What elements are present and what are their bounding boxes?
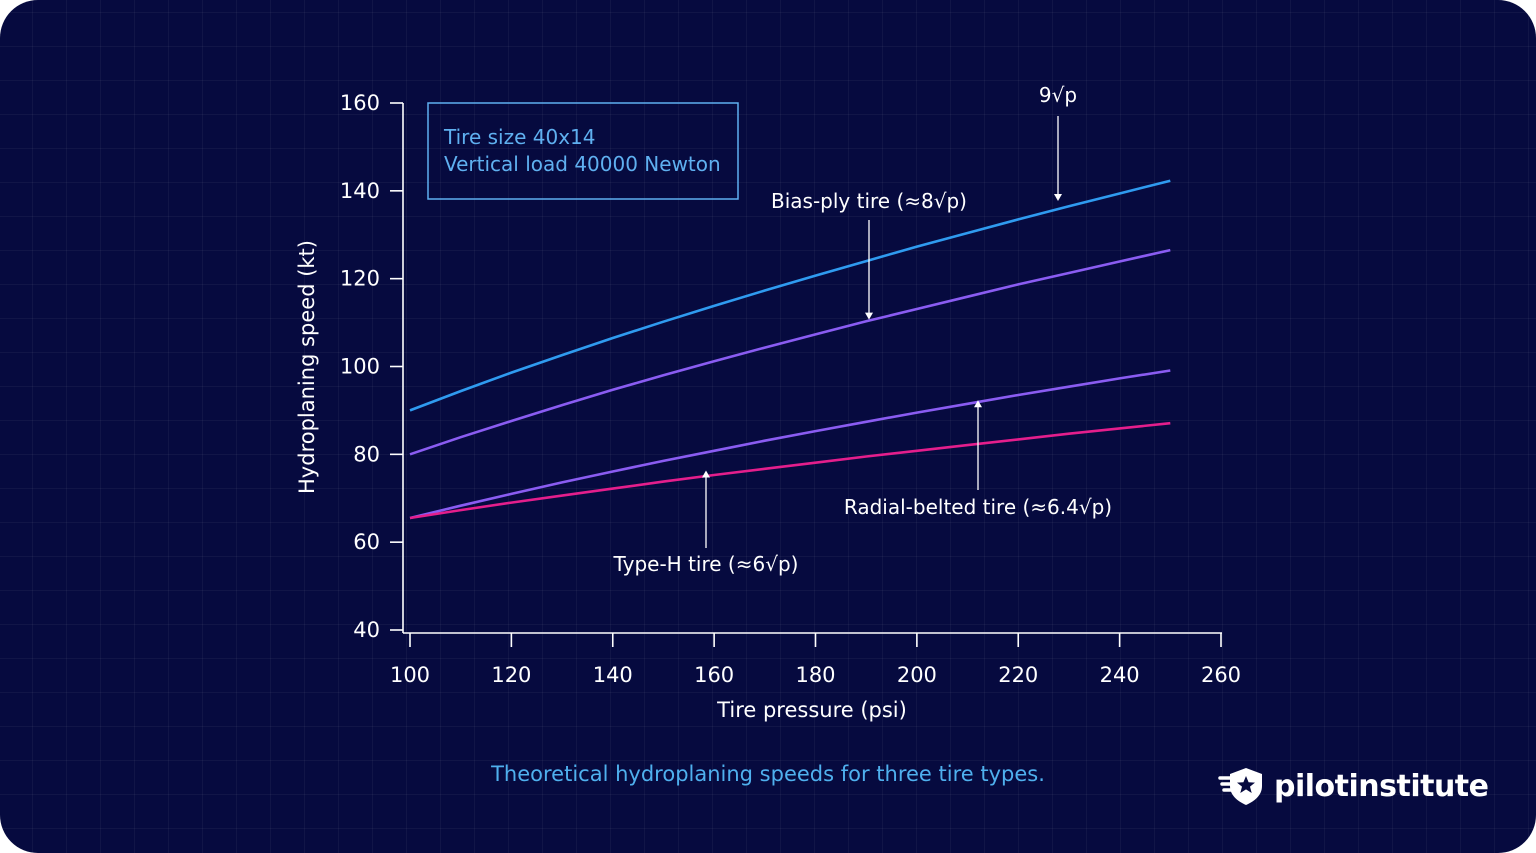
figure-caption: Theoretical hydroplaning speeds for thre… bbox=[491, 762, 1045, 786]
x-tick-label: 100 bbox=[390, 663, 430, 687]
y-tick-label: 60 bbox=[353, 530, 380, 554]
y-tick-label: 100 bbox=[340, 355, 380, 379]
series-line-2 bbox=[409, 248, 1171, 456]
y-tick-label: 120 bbox=[340, 267, 380, 291]
x-tick-label: 120 bbox=[491, 663, 531, 687]
info-box-border bbox=[427, 102, 739, 200]
annotation-arrowhead bbox=[974, 400, 982, 408]
x-tick-label: 140 bbox=[593, 663, 633, 687]
annotation-label: Radial-belted tire (≈6.4√p) bbox=[844, 495, 1112, 519]
annotation-arrowhead bbox=[1054, 194, 1062, 202]
annotations: 9√p Bias-ply tire (≈8√p) Radial-belted tir… bbox=[613, 83, 1113, 576]
annotation-arrowhead bbox=[702, 470, 710, 478]
info-box: Tire size 40x14 Vertical load 40000 Newt… bbox=[427, 102, 739, 200]
x-tick-label: 200 bbox=[897, 663, 937, 687]
annotation-label: 9√p bbox=[1039, 83, 1077, 107]
series-lines bbox=[409, 179, 1171, 520]
x-tick-label: 240 bbox=[1100, 663, 1140, 687]
series-line-1 bbox=[409, 179, 1171, 412]
x-axis-title: Tire pressure (psi) bbox=[716, 698, 907, 722]
brand-name: pilotinstitute bbox=[1274, 768, 1489, 804]
x-tick-label: 260 bbox=[1201, 663, 1241, 687]
axes: 40 60 80 100 120 140 160 100 120 140 160 180 200 220 2… bbox=[340, 91, 1241, 687]
x-tick-label: 180 bbox=[795, 663, 835, 687]
series-line-4 bbox=[409, 421, 1171, 520]
annotation-arrowhead bbox=[865, 312, 873, 320]
y-axis-title: Hydroplaning speed (kt) bbox=[295, 240, 319, 494]
info-box-line-2: Vertical load 40000 Newton bbox=[444, 152, 721, 176]
brand-logo: pilotinstitute bbox=[1218, 764, 1489, 808]
info-box-line-1: Tire size 40x14 bbox=[443, 125, 595, 149]
y-tick-label: 40 bbox=[353, 618, 380, 642]
annotation-label: Type-H tire (≈6√p) bbox=[613, 552, 799, 576]
x-tick-label: 220 bbox=[998, 663, 1038, 687]
y-tick-label: 160 bbox=[340, 91, 380, 115]
shield-star-wings-icon bbox=[1218, 768, 1262, 805]
annotation-label: Bias-ply tire (≈8√p) bbox=[771, 189, 967, 213]
y-tick-label: 140 bbox=[340, 179, 380, 203]
y-tick-label: 80 bbox=[353, 442, 380, 466]
x-tick-label: 160 bbox=[694, 663, 734, 687]
series-line-3 bbox=[409, 369, 1171, 520]
